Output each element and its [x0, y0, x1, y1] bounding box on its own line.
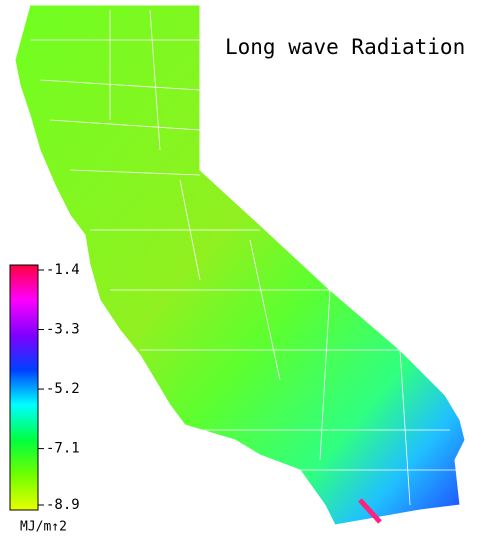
california-map [14, 4, 466, 526]
colorbar-unit: MJ/m↑2 [20, 520, 67, 535]
hot-spot [358, 498, 382, 524]
colorbar-tick-label: -3.3 [46, 322, 80, 338]
colorbar-tick-label: -8.9 [46, 497, 80, 513]
colorbar-tick-label: -5.2 [46, 381, 80, 397]
colorbar-tick-label: -7.1 [46, 441, 80, 457]
county-lines [30, 9, 460, 506]
colorbar [9, 264, 39, 511]
map-title: Long wave Radiation [225, 35, 465, 59]
colorbar-tick-label: -1.4 [46, 262, 80, 278]
